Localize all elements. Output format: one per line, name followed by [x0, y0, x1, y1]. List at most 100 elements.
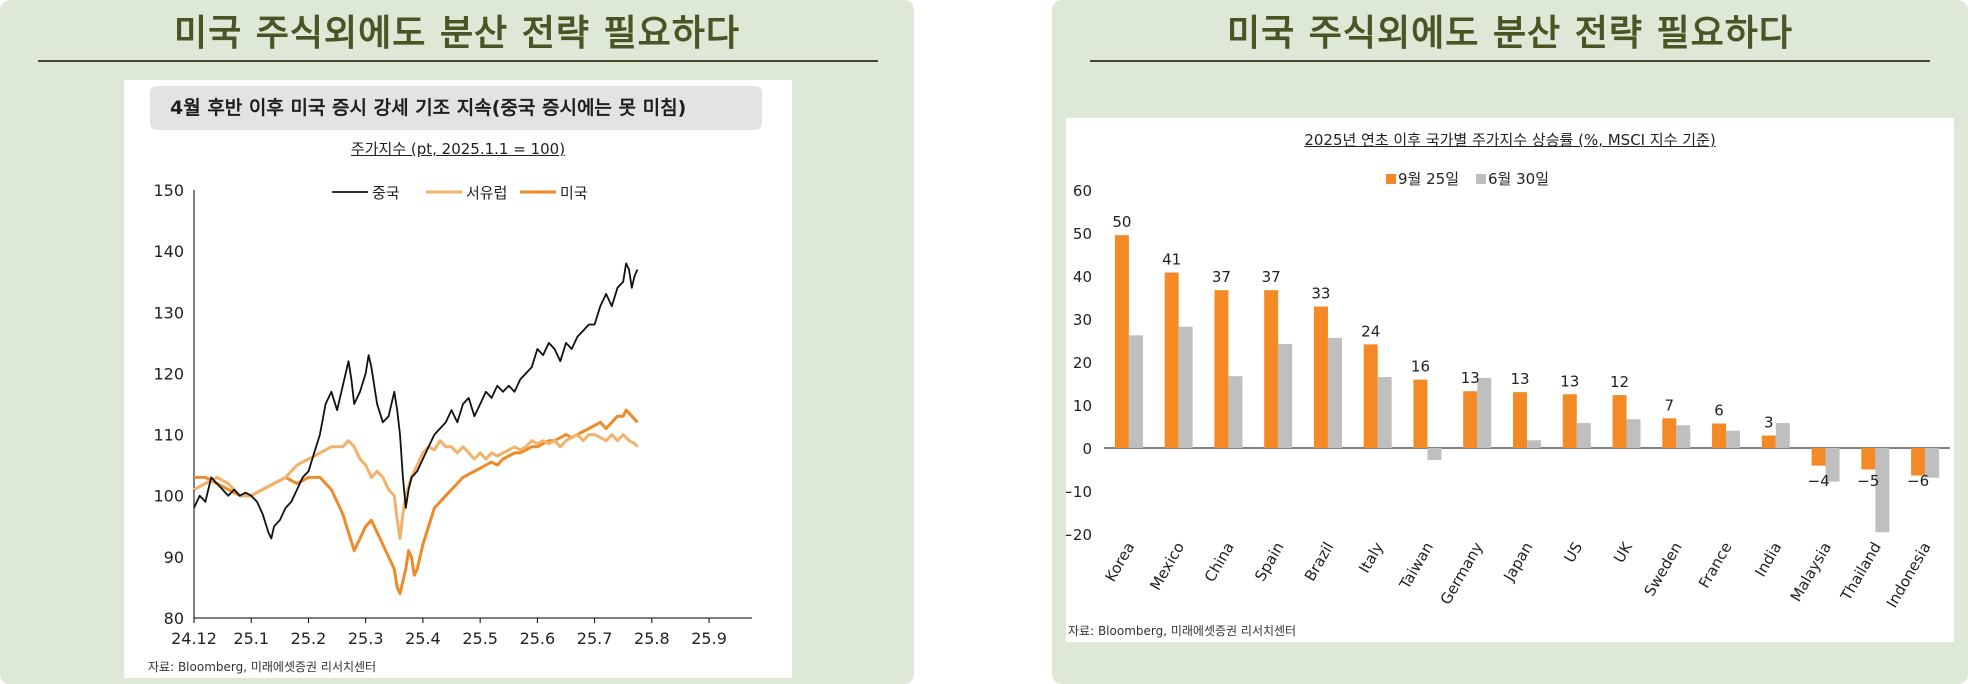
data-label: 7 [1665, 396, 1675, 414]
y-tick-label: 90 [164, 548, 184, 567]
legend-label: 미국 [560, 184, 588, 202]
bar [1861, 448, 1876, 470]
y-tick-label: 30 [1073, 311, 1092, 329]
y-tick-label: −10 [1066, 483, 1092, 501]
bar [1313, 306, 1328, 448]
bar [1612, 395, 1627, 448]
bar [1128, 335, 1143, 448]
bar [1413, 379, 1428, 448]
x-tick-label: Brazil [1301, 539, 1338, 584]
bar [1477, 377, 1492, 448]
x-tick-label: India [1751, 539, 1785, 580]
bar [1925, 448, 1940, 478]
bar-chart: −20 −10 0 10 20 30 40 50 60 9월 25일 6월 30일 50 Korea 41… [1066, 170, 1950, 611]
bar [1327, 337, 1342, 448]
bar [1811, 448, 1826, 466]
data-label: −6 [1907, 472, 1929, 490]
series-line [194, 408, 639, 595]
bar [1377, 377, 1392, 448]
y-tick-label: 0 [1082, 440, 1092, 458]
y-tick-label: 50 [1073, 225, 1092, 243]
y-tick-label: 140 [153, 242, 184, 261]
data-label: 50 [1112, 213, 1131, 231]
bar [1178, 326, 1193, 448]
x-tick-label: 25.1 [233, 629, 269, 648]
x-tick-label: 25.2 [291, 629, 327, 648]
bar [1626, 419, 1641, 448]
bar [1726, 430, 1741, 448]
x-tick-label: Thailand [1837, 539, 1885, 605]
bar [1264, 290, 1279, 448]
panel-title: 미국 주식외에도 분산 전략 필요하다 [174, 13, 740, 54]
y-tick-label: 80 [164, 609, 184, 628]
x-tick-label: 25.6 [520, 629, 556, 648]
x-tick-label: 25.7 [577, 629, 613, 648]
data-label: 41 [1162, 251, 1181, 269]
chart-card: 2025년 연초 이후 국가별 주가지수 상승률 (%, MSCI 지수 기준)… [1066, 118, 1954, 642]
bar [1513, 392, 1527, 448]
y-tick-label: 110 [153, 426, 184, 445]
data-label: 12 [1610, 373, 1629, 391]
chart-subtitle: 2025년 연초 이후 국가별 주가지수 상승률 (%, MSCI 지수 기준) [1304, 131, 1716, 149]
series-line [193, 433, 639, 540]
data-label: 13 [1510, 370, 1529, 388]
source-note: 자료: Bloomberg, 미래에셋증권 리서치센터 [1068, 624, 1297, 638]
bar [1676, 425, 1691, 448]
bar [1775, 423, 1790, 448]
x-tick-label: Japan [1499, 539, 1536, 585]
chart-header: 4월 후반 이후 미국 증시 강세 기조 지속(중국 증시에는 못 미침) [150, 86, 762, 130]
y-tick-label: 40 [1073, 268, 1092, 286]
x-tick-label: Italy [1355, 539, 1387, 576]
data-label: 13 [1461, 369, 1480, 387]
chart-card: 4월 후반 이후 미국 증시 강세 기조 지속(중국 증시에는 못 미침) 주가… [124, 80, 792, 678]
bar [1363, 344, 1378, 448]
bar [1662, 418, 1677, 448]
data-label: −4 [1808, 472, 1830, 490]
right-panel: 미국 주식외에도 분산 전략 필요하다 2025년 연초 이후 국가별 주가지수… [1052, 0, 1968, 684]
legend-label: 서유럽 [466, 184, 507, 202]
bar [1114, 235, 1129, 448]
left-panel: 미국 주식외에도 분산 전략 필요하다 4월 후반 이후 미국 증시 강세 기조… [0, 0, 914, 684]
x-tick-label: Sweden [1641, 539, 1686, 599]
data-label: 6 [1714, 401, 1724, 419]
y-tick-label: 10 [1073, 397, 1092, 415]
legend-label: 6월 30일 [1488, 170, 1549, 188]
y-tick-label: 150 [153, 181, 184, 200]
legend-label: 9월 25일 [1398, 170, 1459, 188]
data-label: 16 [1411, 358, 1430, 376]
y-tick-label: 60 [1073, 182, 1092, 200]
legend-label: 중국 [372, 184, 400, 202]
chart-subtitle: 주가지수 (pt, 2025.1.1 = 100) [350, 140, 566, 158]
data-label: 13 [1560, 372, 1579, 390]
title-rule [38, 60, 878, 62]
legend-swatch [1386, 174, 1396, 184]
x-tick-label: Mexico [1146, 539, 1188, 593]
bar [1576, 423, 1591, 448]
x-tick-label: UK [1610, 538, 1637, 566]
y-tick-label: 100 [153, 487, 184, 506]
bar [1825, 448, 1840, 482]
x-tick-label: Malaysia [1787, 539, 1835, 605]
bar [1911, 448, 1926, 476]
x-tick-label: China [1201, 539, 1238, 585]
source-note: 자료: Bloomberg, 미래에셋증권 리서치센터 [148, 660, 377, 674]
bar [1761, 435, 1776, 448]
bar [1427, 448, 1442, 461]
x-tick-label: 25.8 [634, 629, 670, 648]
y-tick-label: 120 [153, 364, 184, 383]
series-line [193, 262, 639, 540]
line-chart: 80 90 100 110 120 130 140 150 24.12 25.1 25.2 25.3 2… [153, 181, 752, 648]
bar [1228, 376, 1243, 448]
x-tick-label: 25.4 [405, 629, 441, 648]
bar [1875, 448, 1890, 533]
panel-title: 미국 주식외에도 분산 전략 필요하다 [1227, 13, 1793, 54]
x-tick-label: 25.9 [691, 629, 727, 648]
x-tick-label: Indonesia [1883, 539, 1935, 611]
y-tick-label: 130 [153, 303, 184, 322]
bar [1214, 290, 1229, 448]
bar [1463, 391, 1478, 448]
x-tick-label: US [1560, 539, 1586, 566]
data-label: 37 [1262, 268, 1281, 286]
x-tick-label: France [1695, 539, 1736, 591]
x-tick-label: Spain [1251, 539, 1288, 584]
